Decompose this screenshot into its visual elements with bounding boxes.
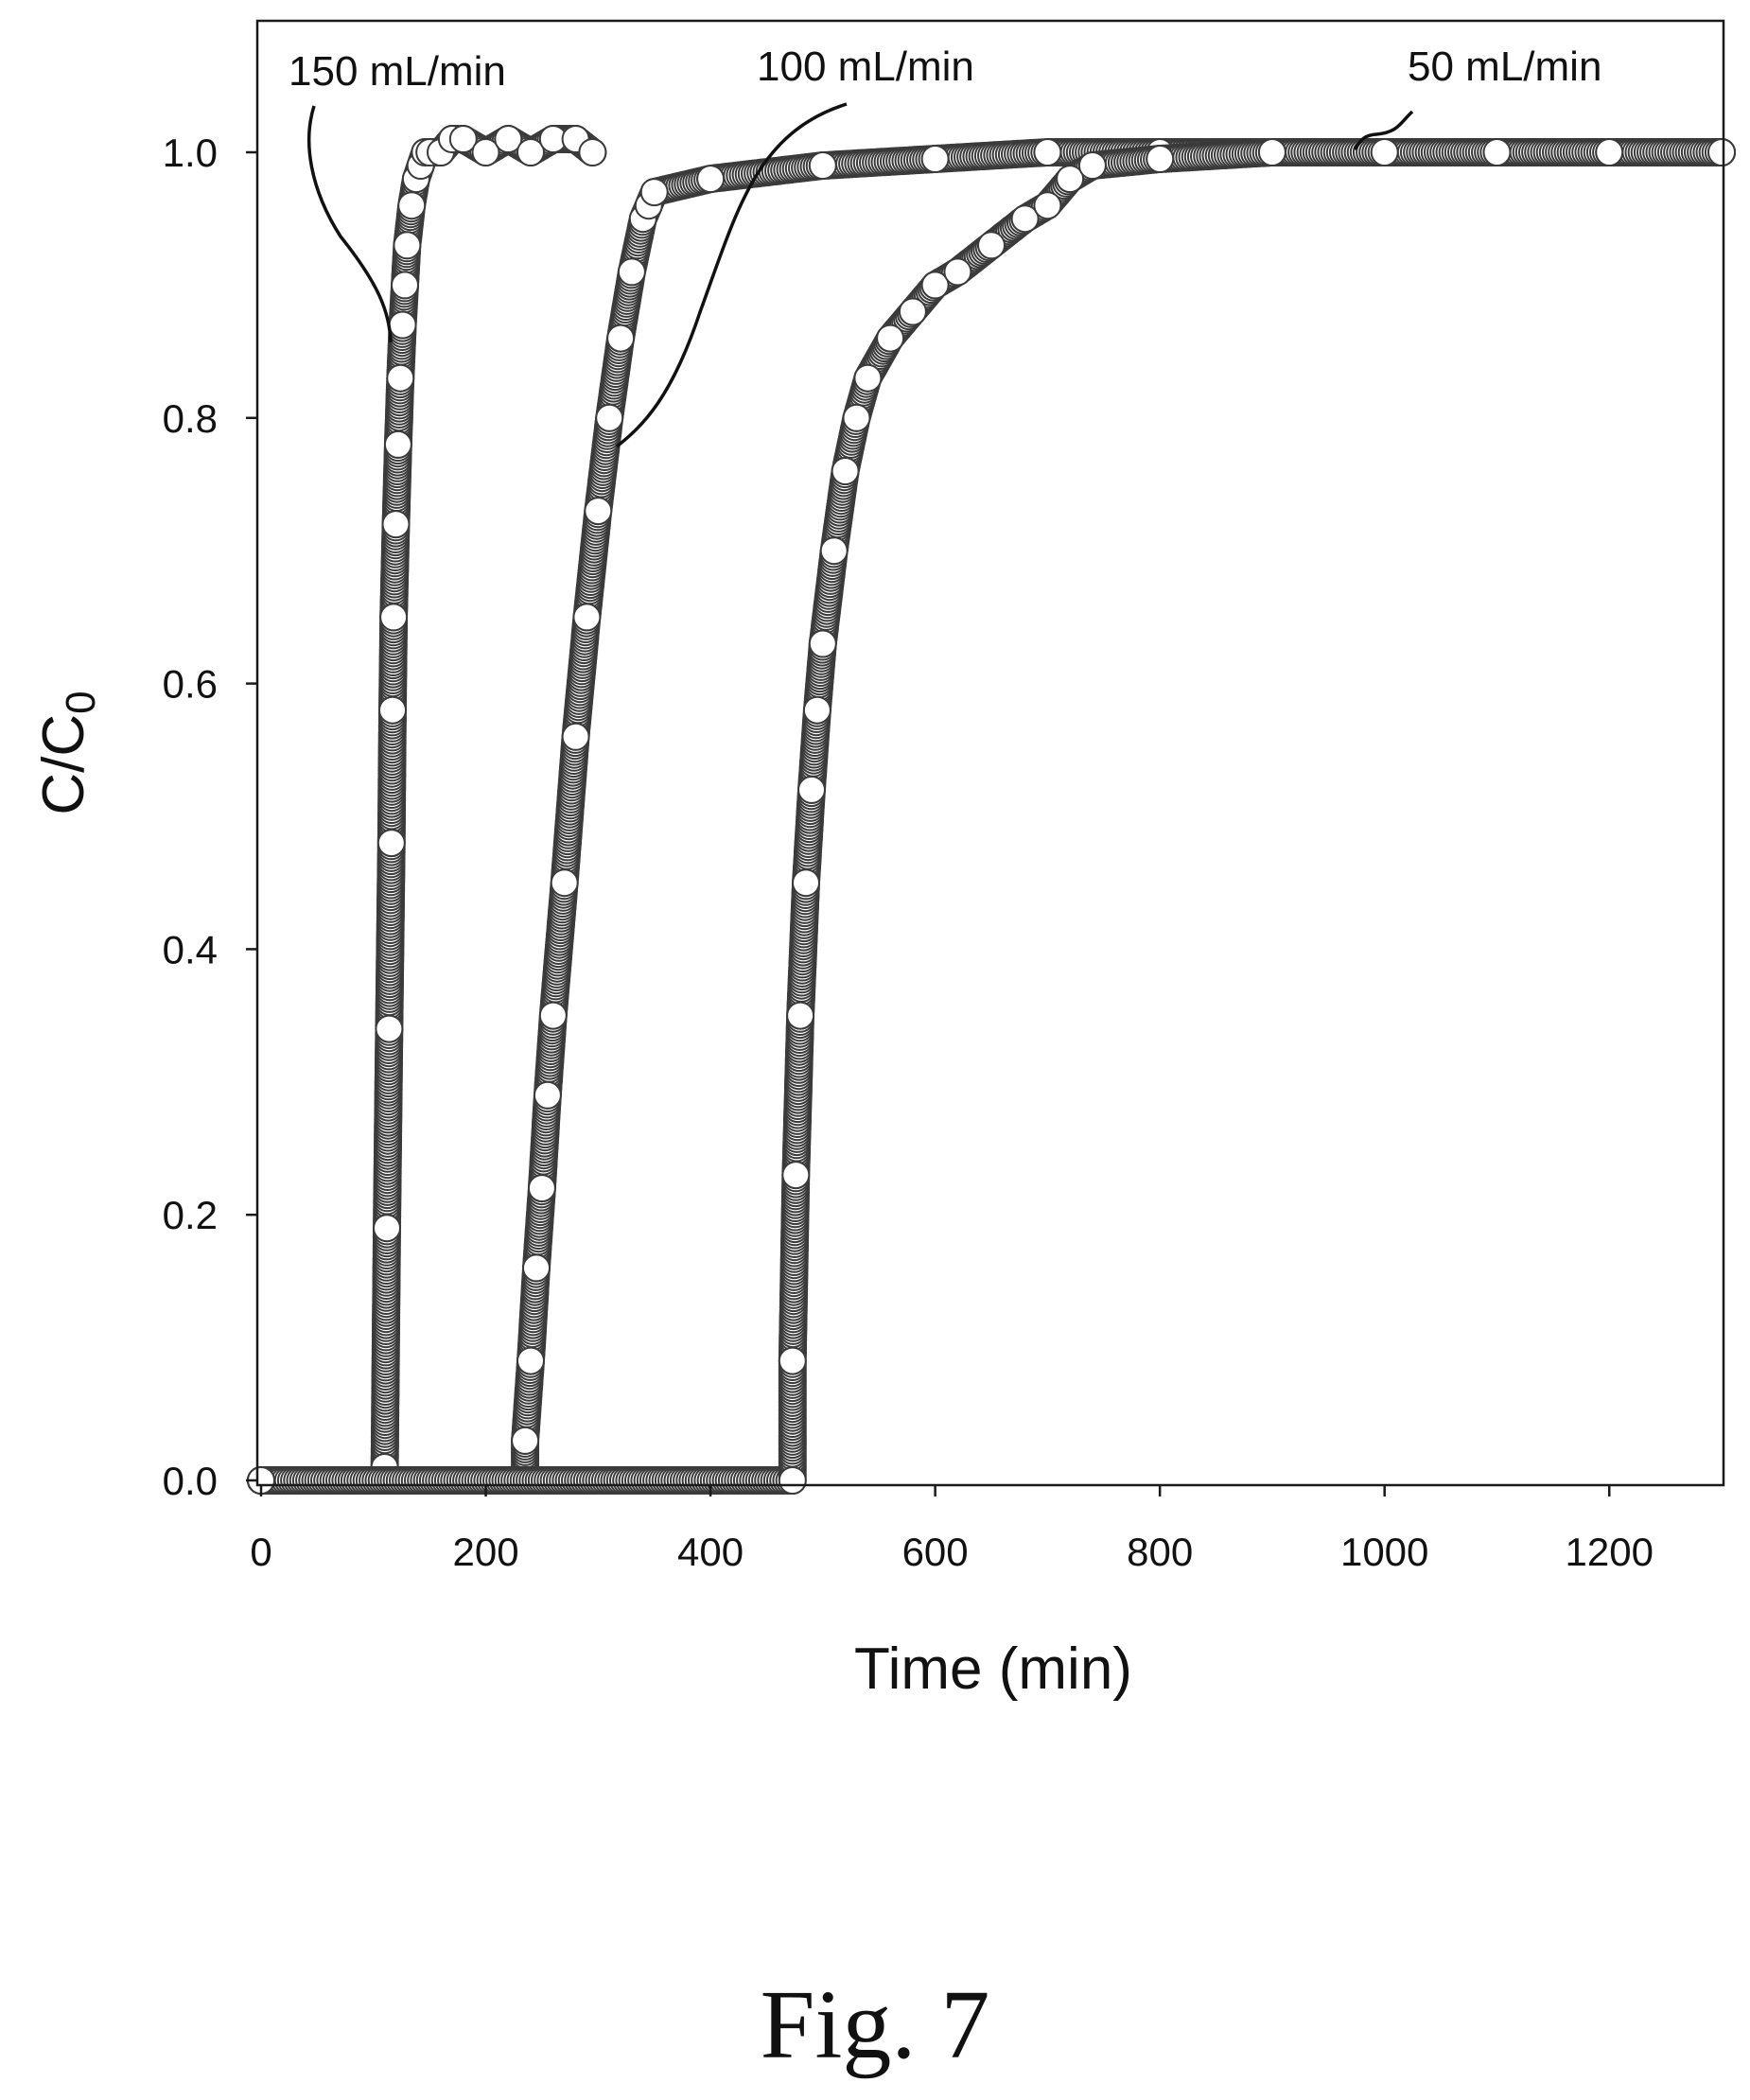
data-point bbox=[533, 1080, 562, 1110]
annotation-label-50: 50 mL/min bbox=[1408, 44, 1601, 90]
data-point bbox=[781, 1161, 811, 1190]
data-point bbox=[1077, 151, 1107, 180]
y-axis-title-main: C/C bbox=[31, 714, 96, 815]
y-tick-label: 1.0 bbox=[163, 131, 218, 175]
data-point bbox=[373, 1214, 401, 1243]
data-point bbox=[1370, 138, 1399, 166]
data-point bbox=[522, 1253, 551, 1283]
data-point bbox=[943, 257, 972, 287]
y-tick-label: 0.8 bbox=[163, 396, 218, 441]
data-point bbox=[383, 429, 412, 459]
x-tick-label: 0 bbox=[250, 1530, 271, 1574]
data-point bbox=[802, 695, 831, 725]
data-point bbox=[471, 138, 500, 166]
data-point bbox=[397, 191, 427, 220]
data-point bbox=[538, 1001, 568, 1030]
data-point bbox=[617, 257, 646, 287]
data-point bbox=[379, 603, 409, 632]
data-point bbox=[381, 510, 411, 539]
figure-caption: Fig. 7 bbox=[761, 1970, 990, 2079]
data-point bbox=[853, 363, 883, 393]
data-point bbox=[797, 775, 826, 804]
data-point bbox=[561, 722, 590, 751]
data-point bbox=[808, 629, 837, 658]
data-point bbox=[876, 324, 905, 353]
data-point bbox=[516, 138, 545, 166]
x-tick-label: 200 bbox=[452, 1530, 518, 1574]
data-point bbox=[1482, 138, 1512, 166]
data-point bbox=[1595, 138, 1624, 166]
x-tick-label: 1200 bbox=[1566, 1530, 1654, 1574]
data-point bbox=[1146, 145, 1175, 173]
data-point bbox=[578, 138, 607, 166]
annotation-label-100: 100 mL/min bbox=[757, 44, 974, 90]
data-point bbox=[511, 1426, 540, 1455]
data-point bbox=[376, 829, 406, 858]
data-point bbox=[786, 1001, 815, 1030]
data-point bbox=[393, 231, 422, 260]
data-point bbox=[527, 1174, 556, 1203]
data-point bbox=[494, 125, 523, 153]
data-point bbox=[977, 231, 1006, 260]
data-point bbox=[572, 603, 602, 632]
x-tick-label: 400 bbox=[677, 1530, 744, 1574]
series-layer bbox=[247, 125, 1736, 1495]
data-point bbox=[842, 403, 871, 432]
data-point bbox=[391, 271, 419, 300]
y-tick-label: 0.2 bbox=[163, 1193, 218, 1237]
annotation-label-150: 150 mL/min bbox=[289, 48, 506, 95]
data-point bbox=[819, 536, 849, 566]
x-tick-label: 600 bbox=[902, 1530, 969, 1574]
data-point bbox=[584, 497, 613, 526]
y-axis-title-subscript: 0 bbox=[58, 691, 104, 713]
data-point bbox=[696, 165, 726, 194]
x-axis-title: Time (min) bbox=[854, 1636, 1132, 1702]
data-point bbox=[1257, 138, 1286, 166]
data-point bbox=[831, 457, 860, 485]
data-point bbox=[386, 363, 415, 393]
data-point bbox=[898, 297, 927, 326]
data-point bbox=[808, 151, 837, 180]
data-point bbox=[388, 310, 417, 340]
y-tick-label: 0.4 bbox=[163, 927, 218, 971]
data-point bbox=[375, 1014, 404, 1043]
data-point bbox=[778, 1346, 807, 1375]
data-point bbox=[516, 1346, 545, 1375]
data-point bbox=[550, 868, 579, 898]
data-point bbox=[378, 695, 407, 725]
data-point bbox=[639, 178, 669, 207]
data-point bbox=[606, 324, 636, 353]
data-point bbox=[778, 1466, 807, 1495]
data-point bbox=[1707, 138, 1736, 166]
data-point bbox=[920, 145, 950, 173]
y-tick-label: 0.0 bbox=[163, 1459, 218, 1503]
y-tick-label: 0.6 bbox=[163, 662, 218, 707]
x-tick-label: 1000 bbox=[1340, 1530, 1428, 1574]
data-point bbox=[1033, 138, 1062, 166]
data-point bbox=[595, 403, 624, 432]
data-point bbox=[792, 868, 820, 898]
x-tick-label: 800 bbox=[1127, 1530, 1193, 1574]
data-point bbox=[448, 125, 478, 153]
data-point bbox=[1033, 191, 1062, 220]
